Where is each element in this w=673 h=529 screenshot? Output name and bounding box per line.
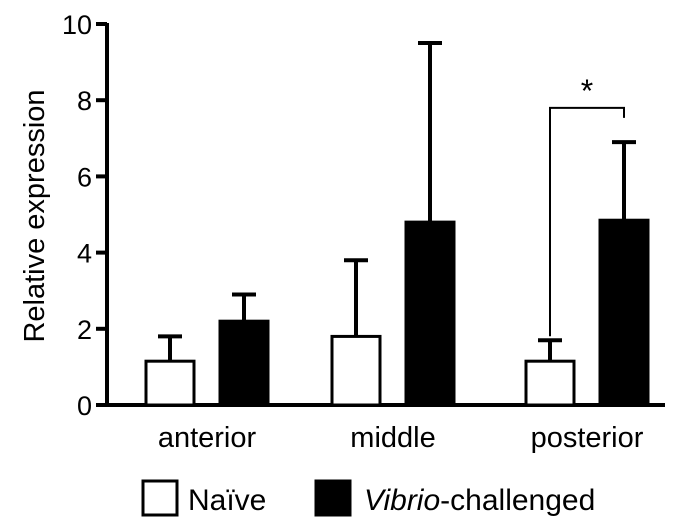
y-tick-label: 10 — [62, 10, 92, 40]
axes: 0 2 4 6 8 10 anterior middle posterior — [62, 10, 665, 454]
legend-label-vibrio: Vibrio-challenged — [364, 484, 595, 517]
y-axis-title: Relative expression — [19, 89, 51, 342]
x-tick-label: middle — [350, 422, 435, 454]
legend-label-naive: Naïve — [188, 484, 266, 517]
y-tick-label: 4 — [77, 239, 92, 269]
bar — [598, 218, 650, 407]
bar — [524, 359, 576, 407]
significance-bracket — [549, 106, 625, 337]
bar — [218, 319, 270, 407]
legend-label-vibrio-rest: -challenged — [440, 484, 595, 517]
y-tick-label: 8 — [77, 86, 92, 116]
legend: Naïve Vibrio-challenged — [141, 479, 595, 517]
bar — [144, 359, 196, 407]
significance-star: * — [581, 73, 593, 109]
bar — [404, 220, 456, 407]
y-tick-label: 2 — [77, 315, 92, 345]
bars — [144, 41, 650, 407]
y-tick-label: 0 — [77, 391, 92, 421]
legend-swatch-vibrio — [314, 479, 352, 517]
y-tick-label: 6 — [77, 162, 92, 192]
annotations: * — [549, 73, 625, 337]
x-tick-label: anterior — [158, 422, 257, 454]
x-tick-label: posterior — [531, 422, 644, 454]
bar — [330, 334, 382, 407]
legend-label-vibrio-italic: Vibrio — [364, 484, 440, 517]
legend-swatch-naive — [141, 479, 179, 517]
